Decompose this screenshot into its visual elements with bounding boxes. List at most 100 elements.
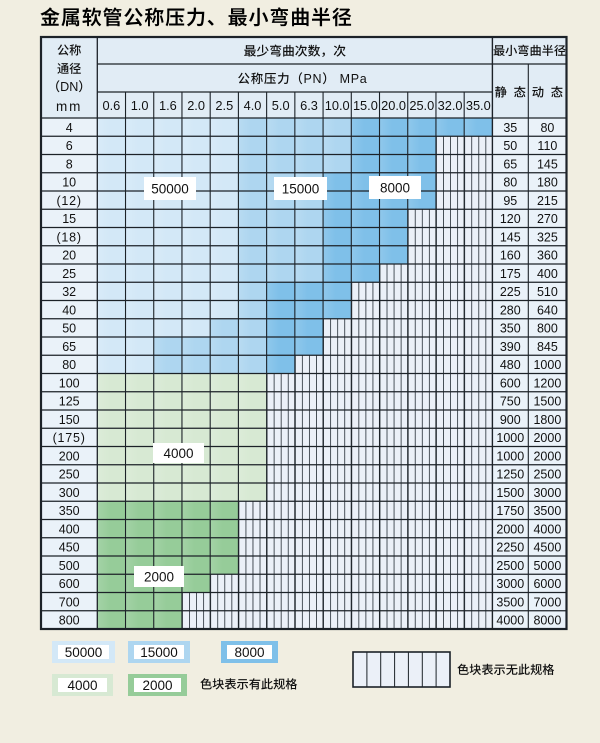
svg-text:360: 360 xyxy=(537,249,558,263)
svg-text:145: 145 xyxy=(500,230,521,244)
svg-text:公称压力（PN） MPa: 公称压力（PN） MPa xyxy=(238,68,368,87)
svg-text:1000: 1000 xyxy=(496,449,524,463)
svg-text:80: 80 xyxy=(62,358,76,372)
svg-text:390: 390 xyxy=(500,340,521,354)
svg-text:700: 700 xyxy=(59,595,80,609)
svg-text:845: 845 xyxy=(537,340,558,354)
svg-text:350: 350 xyxy=(59,504,80,518)
svg-text:280: 280 xyxy=(500,303,521,317)
svg-text:800: 800 xyxy=(537,322,558,336)
svg-text:600: 600 xyxy=(59,577,80,591)
svg-text:4000: 4000 xyxy=(163,446,193,461)
svg-text:4.0: 4.0 xyxy=(244,98,262,113)
svg-text:2000: 2000 xyxy=(496,522,524,536)
svg-text:80: 80 xyxy=(503,176,517,190)
svg-text:500: 500 xyxy=(59,559,80,573)
svg-text:3000: 3000 xyxy=(533,486,561,500)
svg-text:15: 15 xyxy=(62,212,76,226)
svg-text:金属软管公称压力、最小弯曲半径: 金属软管公称压力、最小弯曲半径 xyxy=(40,2,353,31)
svg-text:20.0: 20.0 xyxy=(381,98,406,113)
svg-text:325: 325 xyxy=(537,230,558,244)
svg-text:15000: 15000 xyxy=(140,645,178,660)
svg-text:15000: 15000 xyxy=(282,181,320,196)
svg-text:145: 145 xyxy=(537,157,558,171)
svg-text:1250: 1250 xyxy=(496,468,524,482)
svg-text:5000: 5000 xyxy=(533,559,561,573)
svg-text:900: 900 xyxy=(500,413,521,427)
svg-text:3000: 3000 xyxy=(496,577,524,591)
svg-text:(12): (12) xyxy=(56,194,81,208)
svg-text:2000: 2000 xyxy=(533,431,561,445)
svg-text:8: 8 xyxy=(66,157,73,171)
svg-text:1200: 1200 xyxy=(533,376,561,390)
svg-text:35.0: 35.0 xyxy=(466,98,491,113)
svg-text:4500: 4500 xyxy=(533,541,561,555)
svg-text:300: 300 xyxy=(59,486,80,500)
svg-text:1800: 1800 xyxy=(533,413,561,427)
svg-text:8000: 8000 xyxy=(380,180,410,195)
svg-text:1750: 1750 xyxy=(496,504,524,518)
svg-text:100: 100 xyxy=(59,376,80,390)
svg-text:175: 175 xyxy=(500,267,521,281)
svg-text:50000: 50000 xyxy=(151,181,189,196)
svg-text:600: 600 xyxy=(500,376,521,390)
svg-text:10.0: 10.0 xyxy=(325,98,350,113)
svg-text:110: 110 xyxy=(537,139,557,153)
svg-text:32: 32 xyxy=(62,285,76,299)
svg-text:65: 65 xyxy=(503,157,517,171)
svg-text:225: 225 xyxy=(500,285,521,299)
svg-text:2000: 2000 xyxy=(144,569,174,584)
svg-text:色块表示无此规格: 色块表示无此规格 xyxy=(457,660,555,678)
svg-text:最少弯曲次数，次: 最少弯曲次数，次 xyxy=(244,40,347,59)
svg-text:510: 510 xyxy=(537,285,558,299)
svg-text:150: 150 xyxy=(59,413,80,427)
svg-text:350: 350 xyxy=(500,322,521,336)
svg-text:450: 450 xyxy=(59,541,80,555)
svg-text:32.0: 32.0 xyxy=(438,98,463,113)
svg-text:态: 态 xyxy=(514,82,526,100)
svg-text:公称: 公称 xyxy=(57,40,81,58)
svg-text:95: 95 xyxy=(503,194,517,208)
svg-text:10: 10 xyxy=(62,176,76,190)
svg-text:15.0: 15.0 xyxy=(353,98,378,113)
svg-text:2500: 2500 xyxy=(533,468,561,482)
svg-text:最小弯曲半径: 最小弯曲半径 xyxy=(493,41,566,59)
svg-text:125: 125 xyxy=(59,395,80,409)
svg-text:0.6: 0.6 xyxy=(103,98,121,113)
svg-text:(18): (18) xyxy=(56,230,81,244)
svg-text:215: 215 xyxy=(537,194,558,208)
svg-text:1000: 1000 xyxy=(496,431,524,445)
svg-text:120: 120 xyxy=(500,212,521,226)
svg-text:50000: 50000 xyxy=(65,645,103,660)
svg-text:480: 480 xyxy=(500,358,521,372)
svg-text:2.0: 2.0 xyxy=(187,98,205,113)
svg-text:3500: 3500 xyxy=(496,595,524,609)
svg-text:6000: 6000 xyxy=(533,577,561,591)
svg-text:4000: 4000 xyxy=(533,522,561,536)
svg-text:3500: 3500 xyxy=(533,504,561,518)
svg-text:1.0: 1.0 xyxy=(131,98,149,113)
svg-text:态: 态 xyxy=(551,82,563,100)
svg-text:35: 35 xyxy=(503,121,517,135)
svg-text:80: 80 xyxy=(540,121,554,135)
svg-text:2.5: 2.5 xyxy=(215,98,233,113)
svg-text:25.0: 25.0 xyxy=(409,98,434,113)
svg-text:1500: 1500 xyxy=(496,486,524,500)
svg-text:640: 640 xyxy=(537,303,558,317)
svg-text:25: 25 xyxy=(62,267,76,281)
svg-text:2500: 2500 xyxy=(496,559,524,573)
svg-text:静: 静 xyxy=(495,82,507,100)
svg-text:1.6: 1.6 xyxy=(159,98,177,113)
svg-text:色块表示有此规格: 色块表示有此规格 xyxy=(200,675,298,693)
svg-text:2000: 2000 xyxy=(533,449,561,463)
svg-text:270: 270 xyxy=(537,212,558,226)
svg-text:200: 200 xyxy=(59,449,80,463)
svg-text:7000: 7000 xyxy=(533,595,561,609)
svg-text:(175): (175) xyxy=(53,431,86,445)
svg-text:800: 800 xyxy=(59,614,80,628)
svg-text:mm: mm xyxy=(56,99,83,114)
svg-text:2250: 2250 xyxy=(496,541,524,555)
svg-text:（DN）: （DN） xyxy=(48,76,91,95)
svg-text:4: 4 xyxy=(66,121,73,135)
svg-text:4000: 4000 xyxy=(67,678,97,693)
